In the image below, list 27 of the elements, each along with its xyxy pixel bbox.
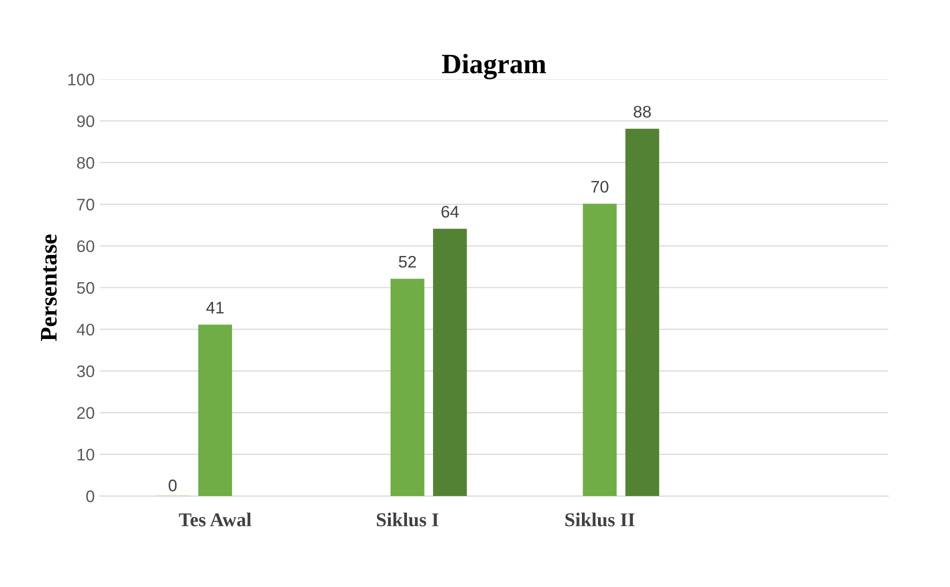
data-label: 41 — [206, 302, 224, 314]
chart-title: Diagram — [442, 54, 546, 80]
bar — [582, 204, 617, 496]
y-tick-label: 80 — [77, 157, 94, 169]
data-label: 70 — [591, 180, 608, 193]
y-tick-label: 70 — [77, 198, 94, 210]
x-tick-label: Tes Awal — [178, 512, 252, 526]
y-axis-title: Persentase — [41, 234, 57, 341]
y-tick-label: 0 — [86, 490, 94, 502]
y-tick-label: 20 — [77, 407, 94, 419]
data-label: 52 — [398, 256, 416, 268]
x-tick-label: Siklus II — [565, 512, 635, 526]
bar — [433, 228, 467, 496]
bar — [390, 278, 424, 496]
data-label: 88 — [634, 106, 651, 118]
y-tick-label: 10 — [78, 448, 94, 461]
y-tick-label: 40 — [76, 324, 94, 336]
bar — [198, 324, 232, 496]
data-label: 64 — [442, 206, 459, 218]
y-tick-label: 50 — [77, 282, 94, 294]
data-label: 0 — [168, 480, 177, 492]
y-tick-label: 90 — [77, 115, 94, 128]
y-tick-label: 100 — [68, 74, 94, 86]
x-tick-label: Siklus I — [376, 512, 438, 526]
y-tick-label: 60 — [77, 240, 94, 252]
y-tick-label: 30 — [76, 365, 94, 378]
bar — [625, 128, 660, 496]
